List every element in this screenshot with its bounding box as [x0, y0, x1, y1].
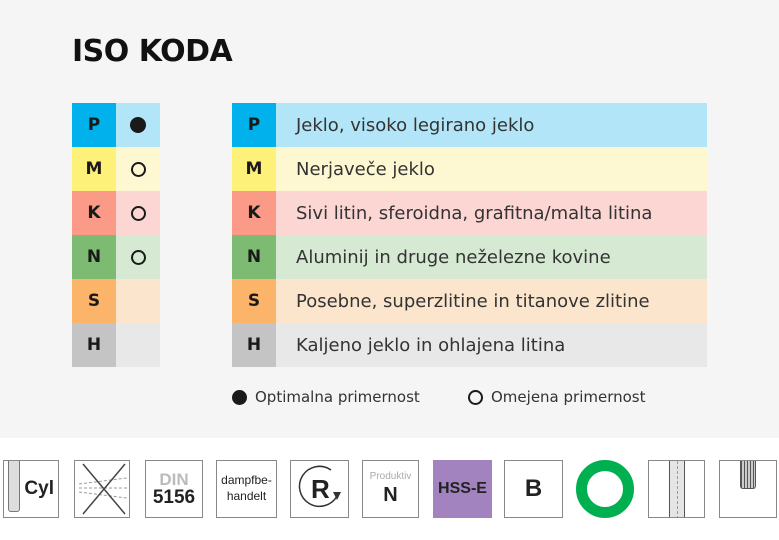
- iso-code-cell: M: [232, 147, 276, 191]
- empty-circle-icon: [130, 161, 146, 177]
- material-row-M: M Nerjaveče jeklo: [232, 147, 707, 191]
- green-ring-icon: [575, 460, 635, 518]
- empty-circle-icon: [468, 389, 483, 405]
- iso-code-cell: N: [232, 235, 276, 279]
- matrix-row-N: N: [72, 235, 160, 279]
- matrix-row-M: M: [72, 147, 160, 191]
- iso-code-cell: S: [72, 279, 116, 323]
- hss-e-material-badge: HSS-E: [433, 460, 492, 518]
- iso-code-cell: H: [232, 323, 276, 367]
- straight-shank-flutes-icon: [719, 460, 777, 518]
- material-row-H: H Kaljeno jeklo in ohlajena litina: [232, 323, 707, 367]
- material-description: Posebne, superzlitine in titanove zlitin…: [276, 279, 707, 323]
- material-row-N: N Aluminij in druge neželezne kovine: [232, 235, 707, 279]
- matrix-row-H: H: [72, 323, 160, 367]
- suitability-cell: [116, 323, 160, 367]
- empty-circle-icon: [130, 249, 146, 265]
- material-table: P Jeklo, visoko legirano jeklo M Nerjaveče …: [232, 103, 707, 367]
- suitability-cell: [116, 235, 160, 279]
- suitability-cell: [116, 147, 160, 191]
- matrix-row-S: S: [72, 279, 160, 323]
- material-row-S: S Posebne, superzlitine in titanove zliti…: [232, 279, 707, 323]
- iso-code-cell: K: [72, 191, 116, 235]
- empty-circle-icon: [130, 205, 146, 221]
- material-description: Nerjaveče jeklo: [276, 147, 707, 191]
- matrix-row-P: P: [72, 103, 160, 147]
- iso-code-cell: H: [72, 323, 116, 367]
- type-b-icon: B: [504, 460, 563, 518]
- iso-code-cell: P: [232, 103, 276, 147]
- legend-optimal: Optimalna primernost: [232, 388, 420, 406]
- material-row-K: K Sivi litin, sferoidna, grafitna/malta l…: [232, 191, 707, 235]
- material-description: Kaljeno jeklo in ohlajena litina: [276, 323, 707, 367]
- suitability-cell: [116, 191, 160, 235]
- suitability-cell: [116, 103, 160, 147]
- iso-code-cell: P: [72, 103, 116, 147]
- iso-code-cell: K: [232, 191, 276, 235]
- material-description: Sivi litin, sferoidna, grafitna/malta li…: [276, 191, 707, 235]
- iso-code-cell: N: [72, 235, 116, 279]
- matrix-row-K: K: [72, 191, 160, 235]
- material-description: Jeklo, visoko legirano jeklo: [276, 103, 707, 147]
- productive-n-icon: Produktiv N: [362, 460, 419, 518]
- svg-text:R: R: [311, 474, 330, 504]
- legend-limited: Omejena primernost: [468, 388, 646, 406]
- material-description: Aluminij in druge neželezne kovine: [276, 235, 707, 279]
- straight-flute-icon: [648, 460, 705, 518]
- tool-property-icons: Cyl DIN 5156 dampfbe- handelt R Produkti…: [0, 460, 779, 518]
- din-5156-icon: DIN 5156: [145, 460, 203, 518]
- page-title: ISO KODA: [72, 34, 233, 69]
- no-coolant-icon: [74, 460, 130, 518]
- cylindrical-shank-icon: Cyl: [3, 460, 59, 518]
- material-row-P: P Jeklo, visoko legirano jeklo: [232, 103, 707, 147]
- right-hand-rotation-icon: R: [290, 460, 349, 518]
- filled-dot-icon: [130, 117, 146, 133]
- iso-code-cell: M: [72, 147, 116, 191]
- iso-code-cell: S: [232, 279, 276, 323]
- suitability-cell: [116, 279, 160, 323]
- filled-dot-icon: [232, 389, 247, 405]
- steam-treated-icon: dampfbe- handelt: [216, 460, 277, 518]
